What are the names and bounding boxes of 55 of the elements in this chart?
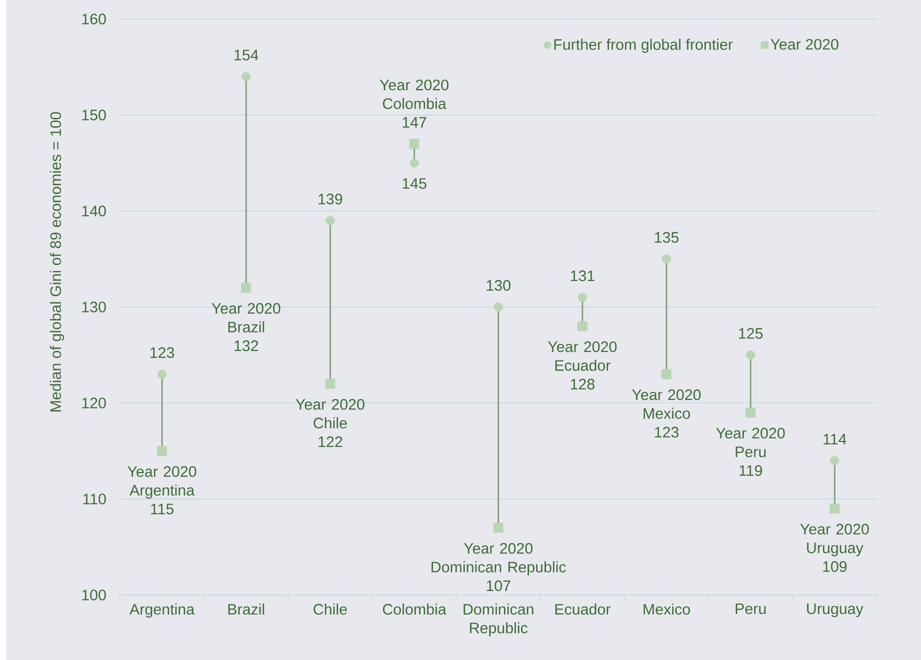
x-tick-label: Argentina xyxy=(130,604,195,618)
point xyxy=(577,321,588,332)
point xyxy=(241,282,252,293)
point xyxy=(410,158,419,168)
data-label: Year 2020 Colombia 147 xyxy=(380,80,448,128)
point xyxy=(409,138,420,149)
point xyxy=(830,504,840,514)
y-tick-label: 120 xyxy=(82,398,106,408)
data-label: Year 2020 Brazil 132 xyxy=(212,302,280,352)
x-tick-label: Chile xyxy=(314,604,347,615)
point xyxy=(326,216,335,226)
point xyxy=(830,456,840,466)
data-label: 135 xyxy=(654,232,679,243)
data-label: Year 2020 Dominican Republic 107 xyxy=(432,542,566,592)
data-label: Year 2020 Peru 119 xyxy=(716,428,785,476)
y-axis-title: Median of global Gini of 89 economies = 100 xyxy=(50,112,64,412)
y-tick-label: 160 xyxy=(82,14,106,24)
point xyxy=(578,292,588,302)
point xyxy=(662,254,672,264)
point xyxy=(325,378,336,389)
point xyxy=(746,408,756,418)
x-tick-label: Peru xyxy=(736,604,766,614)
data-label: 123 xyxy=(150,347,174,358)
x-tick-label: Mexico xyxy=(644,604,690,615)
legend-label: Year 2020 xyxy=(770,38,838,50)
x-tick-label: Uruguay xyxy=(807,604,864,618)
x-tick-label: Dominican Republic xyxy=(464,604,534,636)
data-label: 139 xyxy=(318,194,342,204)
x-tick-label: Brazil xyxy=(228,604,264,615)
y-tick-label: 140 xyxy=(82,206,106,216)
legend-label: Further from global frontier xyxy=(554,38,733,53)
y-tick-label: 100 xyxy=(82,590,106,600)
point xyxy=(746,350,756,360)
data-label: Year 2020 Ecuador 128 xyxy=(548,341,617,390)
data-label: 145 xyxy=(402,178,426,189)
x-tick-label: Colombia xyxy=(382,604,446,615)
data-label: Year 2020 Mexico 123 xyxy=(632,389,701,438)
data-label: 154 xyxy=(234,50,258,60)
y-tick-label: 150 xyxy=(82,110,106,120)
data-label: Year 2020 Argentina 115 xyxy=(128,466,196,514)
data-label: Year 2020 Uruguay 109 xyxy=(800,524,869,572)
point xyxy=(157,370,167,379)
data-label: 114 xyxy=(824,434,846,444)
point xyxy=(494,302,503,312)
data-label: 130 xyxy=(486,280,510,291)
data-label: 125 xyxy=(739,328,763,339)
point xyxy=(662,369,672,380)
point xyxy=(157,446,168,456)
y-tick-label: 110 xyxy=(83,494,106,504)
x-tick-label: Ecuador xyxy=(555,604,610,615)
y-tick-label: 130 xyxy=(82,302,106,312)
point xyxy=(493,522,504,533)
data-label: 131 xyxy=(570,270,594,282)
point xyxy=(242,72,251,82)
data-label: Year 2020 Chile 122 xyxy=(296,398,364,447)
